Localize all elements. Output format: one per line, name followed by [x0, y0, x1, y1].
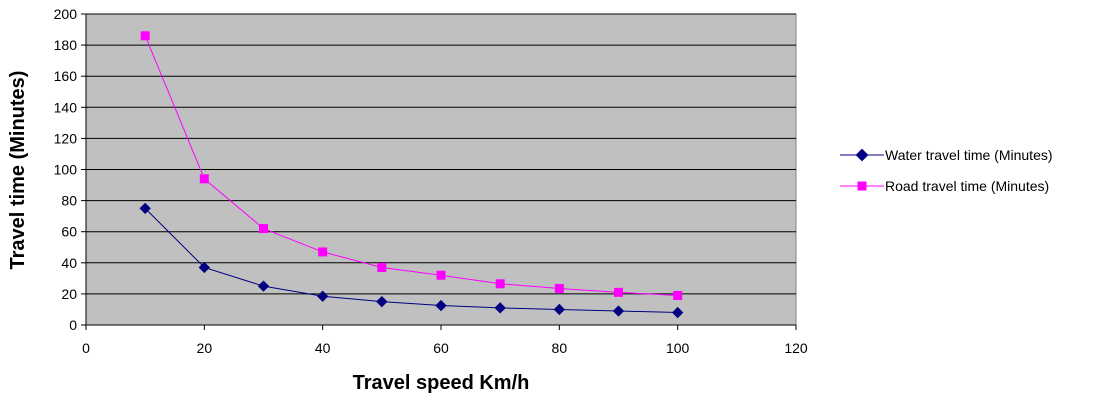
x-axis-title: Travel speed Km/h	[353, 372, 530, 394]
x-tick-label: 120	[784, 340, 808, 356]
data-point	[612, 305, 625, 317]
data-point	[259, 224, 268, 234]
x-tick-label: 100	[666, 340, 690, 356]
legend-item-water: Water travel time (Minutes)	[840, 147, 1053, 163]
x-tick-label: 40	[315, 340, 331, 356]
legend-marker-road	[857, 181, 867, 191]
x-tick-label: 80	[552, 340, 568, 356]
legend-label-road: Road travel time (Minutes)	[885, 178, 1049, 194]
data-point	[198, 261, 210, 274]
legend-label-water: Water travel time (Minutes)	[885, 147, 1053, 163]
data-point	[376, 296, 388, 308]
data-point	[672, 306, 684, 319]
y-tick-label: 100	[54, 162, 78, 178]
y-tick-label: 180	[54, 37, 78, 53]
x-tick-label: 20	[197, 340, 213, 356]
series-line	[144, 208, 678, 314]
data-point	[673, 290, 683, 300]
y-tick-label: 60	[61, 224, 77, 240]
legend-item-road: Road travel time (Minutes)	[840, 178, 1049, 194]
data-point	[140, 31, 150, 41]
y-tick-label: 0	[69, 317, 77, 333]
x-tick-label: 60	[433, 340, 449, 356]
x-tick-label: 0	[82, 340, 90, 356]
data-point	[199, 174, 209, 184]
axes	[81, 13, 797, 330]
data-point	[553, 303, 565, 316]
y-tick-label: 20	[61, 286, 77, 302]
y-axis-title: Travel time (Minutes)	[7, 71, 29, 270]
series-1	[140, 31, 683, 300]
series-0	[139, 202, 684, 319]
data-point	[377, 262, 387, 272]
legend: Water travel time (Minutes) Road travel …	[840, 147, 1053, 194]
data-point	[318, 247, 328, 257]
y-tick-label: 160	[54, 68, 78, 84]
y-tick-label: 40	[61, 255, 77, 271]
y-tick-label: 80	[61, 193, 77, 209]
data-point	[554, 283, 564, 293]
data-point	[495, 279, 505, 289]
data-point	[494, 302, 506, 314]
tick-labels: 0 20 40 60 80 100 120 140 160 180 200 0 20 40 60 80 100 1…	[54, 6, 808, 356]
data-point	[436, 270, 446, 280]
y-tick-label: 200	[54, 6, 78, 22]
data-point	[435, 299, 447, 312]
data-point	[614, 287, 623, 297]
data-point	[139, 202, 151, 215]
data-point	[317, 290, 329, 302]
series-line	[144, 35, 678, 296]
y-tick-label: 140	[54, 99, 78, 115]
data-point	[257, 280, 270, 292]
legend-marker-water	[855, 148, 869, 162]
y-tick-label: 120	[54, 130, 78, 146]
series-layer	[139, 31, 684, 319]
